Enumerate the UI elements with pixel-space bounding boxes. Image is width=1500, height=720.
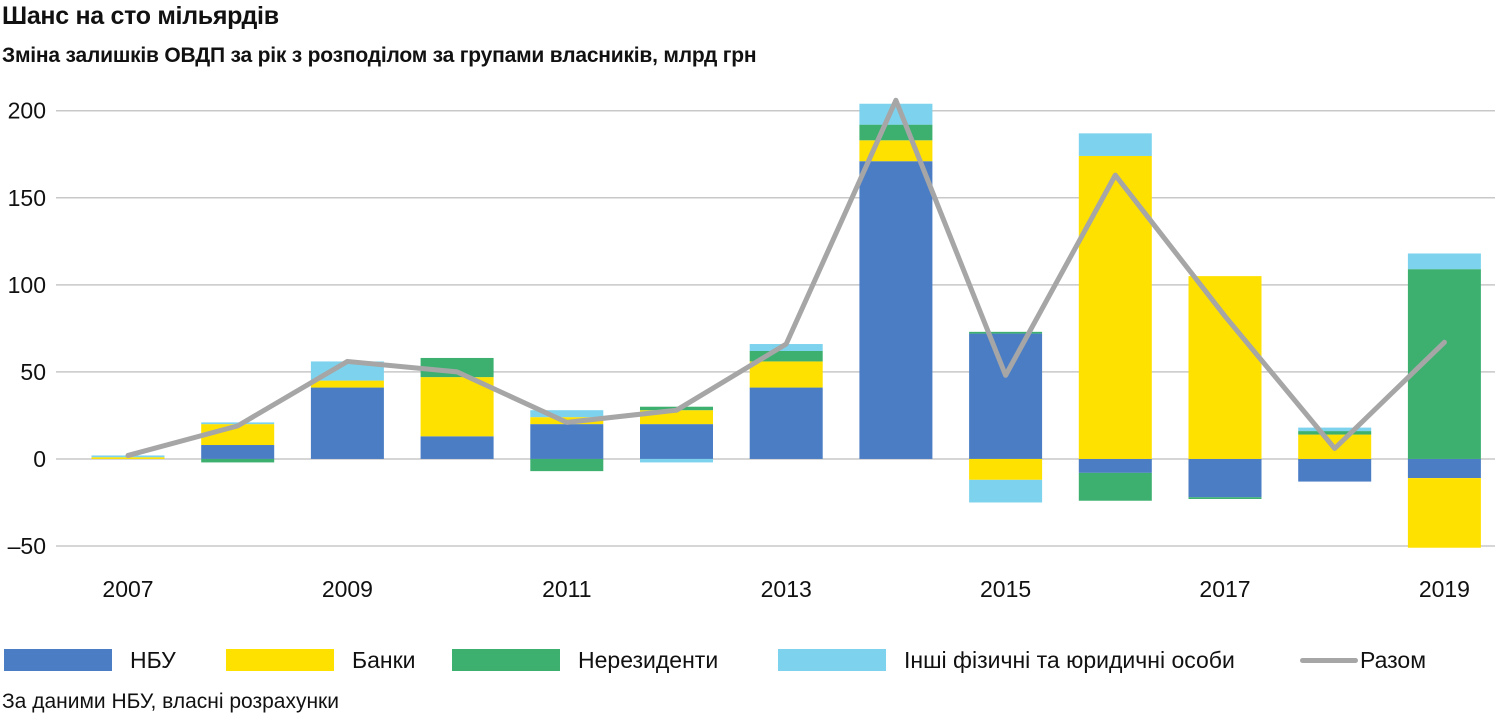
- bar-nonres-2016: [1078, 472, 1152, 501]
- bar-nbu-2015: [969, 333, 1043, 459]
- chart-title: Шанс на сто мільярдів: [2, 2, 279, 30]
- legend-swatch-banks: [226, 649, 334, 671]
- source-note: За даними НБУ, власні розрахунки: [2, 690, 339, 713]
- legend-item-total: Разом: [1300, 640, 1426, 680]
- legend-label-others: Інші фізичні та юридичні особи: [904, 646, 1235, 673]
- bar-nbu-2011: [530, 424, 604, 459]
- bar-nbu-2017: [1188, 458, 1262, 498]
- y-tick-label: –50: [8, 533, 46, 559]
- bar-nonres-2018: [1298, 431, 1372, 435]
- legend-item-banks: Банки: [226, 640, 416, 680]
- y-tick-label: 100: [8, 272, 46, 298]
- bar-nbu-2009: [310, 387, 384, 459]
- x-tick-label: 2015: [980, 576, 1031, 602]
- bar-banks-2016: [1078, 155, 1152, 459]
- legend-swatch-nonresidents: [452, 649, 560, 671]
- bar-nbu-2016: [1078, 458, 1152, 473]
- legend: НБУ Банки Нерезиденти Інші фізичні та юр…: [0, 640, 1500, 684]
- bar-banks-2017: [1188, 276, 1262, 459]
- bar-others-2014: [859, 103, 933, 125]
- legend-line-total: [1300, 657, 1358, 663]
- legend-label-nbu: НБУ: [130, 646, 176, 673]
- bar-nonres-2017: [1188, 497, 1262, 499]
- bar-nonres-2015: [969, 331, 1043, 334]
- legend-label-nonresidents: Нерезиденти: [578, 646, 719, 673]
- bar-others-2011: [530, 410, 604, 418]
- legend-item-nonresidents: Нерезиденти: [452, 640, 718, 680]
- bar-banks-2007: [91, 457, 165, 459]
- bar-nonres-2013: [749, 350, 823, 362]
- y-tick-label: 50: [20, 359, 46, 385]
- legend-label-total: Разом: [1360, 646, 1427, 673]
- legend-label-banks: Банки: [352, 646, 416, 673]
- legend-swatch-others: [778, 649, 886, 671]
- legend-swatch-nbu: [4, 649, 112, 671]
- bar-banks-2019: [1407, 478, 1481, 548]
- bar-others-2018: [1298, 427, 1372, 432]
- bar-banks-2015: [969, 458, 1043, 480]
- x-tick-label: 2013: [761, 576, 812, 602]
- chart-subtitle: Зміна залишків ОВДП за рік з розподілом …: [2, 44, 757, 67]
- bar-nbu-2008: [201, 445, 275, 459]
- y-tick-label: 150: [8, 185, 46, 211]
- bar-nonres-2014: [859, 124, 933, 141]
- bar-others-2016: [1078, 133, 1152, 156]
- bar-nbu-2013: [749, 387, 823, 459]
- bar-others-2019: [1407, 253, 1481, 270]
- y-axis-ticks: 200 150 100 50 0 –50: [8, 98, 46, 559]
- bar-nbu-2010: [420, 436, 494, 459]
- stacked-bar-chart: 200 150 100 50 0 –50 2007 2009 2011 2013 2015 2017…: [8, 97, 1495, 602]
- bar-nbu-2014: [859, 161, 933, 459]
- x-axis-ticks: 2007 2009 2011 2013 2015 2017 2019: [102, 576, 1470, 602]
- bar-nbu-2018: [1298, 458, 1372, 482]
- x-tick-label: 2007: [102, 576, 153, 602]
- x-tick-label: 2009: [322, 576, 373, 602]
- bar-others-2013: [749, 344, 823, 351]
- bars: [91, 103, 1481, 548]
- bar-others-2012: [640, 458, 713, 463]
- bar-nonres-2008: [201, 458, 275, 463]
- y-tick-label: 0: [33, 446, 46, 472]
- total-series-line: [125, 97, 1447, 458]
- bar-nbu-2019: [1407, 458, 1481, 479]
- bar-others-2009: [310, 361, 384, 381]
- bar-banks-2013: [749, 361, 823, 388]
- x-tick-label: 2019: [1419, 576, 1470, 602]
- legend-item-others: Інші фізичні та юридичні особи: [778, 640, 1235, 680]
- gridlines: [56, 109, 1495, 547]
- total-line: [125, 97, 1447, 458]
- y-tick-label: 200: [8, 98, 46, 124]
- x-tick-label: 2017: [1199, 576, 1250, 602]
- bar-nonres-2011: [530, 458, 604, 472]
- bar-nbu-2012: [640, 424, 713, 459]
- bar-banks-2009: [310, 380, 384, 388]
- bar-banks-2010: [420, 377, 494, 437]
- x-tick-label: 2011: [542, 576, 591, 602]
- bar-others-2015: [969, 479, 1043, 503]
- legend-item-nbu: НБУ: [4, 640, 176, 680]
